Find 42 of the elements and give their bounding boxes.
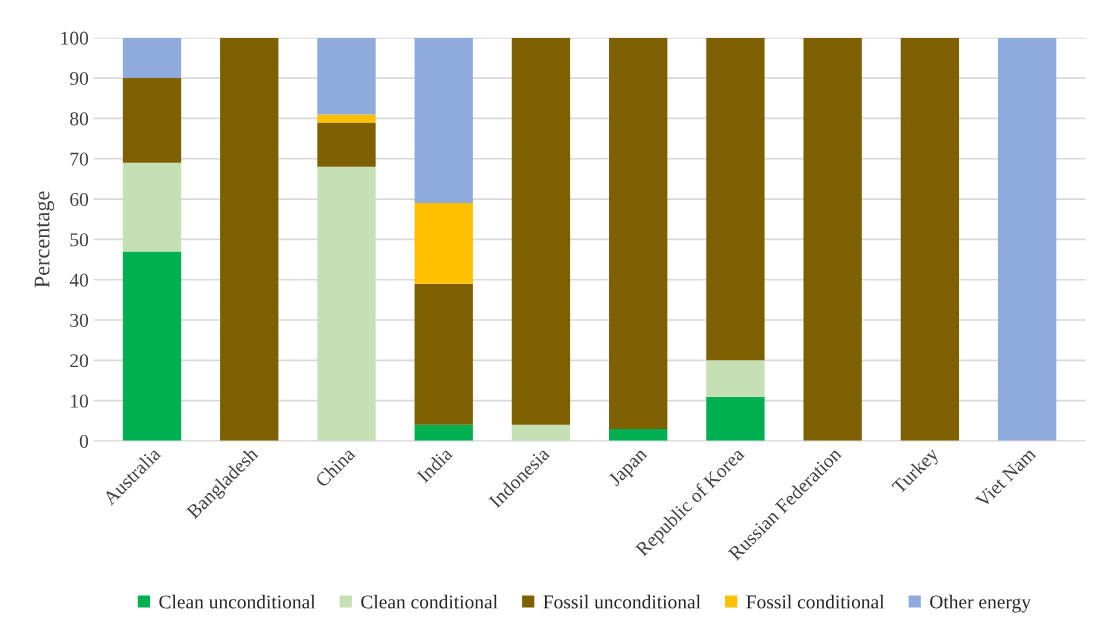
- y-tick-label: 30: [70, 313, 89, 327]
- bar: [122, 162, 182, 252]
- y-tick-label: 50: [70, 233, 89, 247]
- y-tick-label: 90: [69, 71, 89, 86]
- bar: [900, 37, 960, 441]
- y-tick-label: 20: [70, 354, 89, 368]
- y-tick-label: 60: [70, 192, 89, 207]
- x-tick-label: India: [415, 446, 454, 484]
- bar: [122, 37, 182, 79]
- bar: [122, 251, 182, 441]
- x-tick-label: Viet Nam: [974, 446, 1037, 509]
- y-tick-label: 10: [71, 394, 89, 408]
- bar: [414, 424, 473, 441]
- y-tick-label: 40: [69, 273, 89, 287]
- y-axis-title: Percentage: [34, 191, 55, 288]
- bar: [414, 37, 473, 204]
- bar: [706, 360, 765, 397]
- y-tick-label: 0: [79, 434, 89, 448]
- bar: [317, 114, 376, 123]
- legend-label: Fossil unconditional: [543, 594, 701, 609]
- bar: [706, 396, 765, 441]
- bar: [609, 428, 668, 441]
- bar: [317, 37, 376, 115]
- bar: [803, 37, 862, 441]
- legend-label: Clean conditional: [361, 594, 498, 609]
- bar: [706, 37, 765, 361]
- bar: [317, 166, 376, 441]
- legend-label: Fossil conditional: [746, 594, 885, 609]
- y-tick-label: 100: [61, 31, 89, 45]
- legend-label: Other energy: [930, 594, 1031, 613]
- legend-label: Clean unconditional: [159, 594, 316, 609]
- bar: [511, 37, 571, 425]
- y-tick-label: 80: [70, 112, 89, 126]
- bar: [122, 78, 182, 163]
- bar: [414, 283, 473, 425]
- y-tick-label: 70: [70, 152, 89, 166]
- bar: [997, 37, 1057, 441]
- bar: [317, 122, 376, 167]
- bar: [220, 37, 279, 441]
- bar: [414, 203, 473, 284]
- bar: [609, 37, 668, 429]
- bar: [511, 424, 571, 441]
